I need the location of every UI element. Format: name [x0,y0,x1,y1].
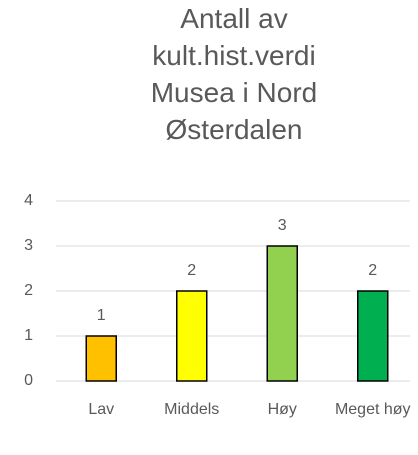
y-tick-label: 0 [24,372,33,389]
bar [266,245,298,382]
y-tick-label: 3 [24,237,33,254]
y-tick-label: 1 [24,327,33,344]
bar [85,335,117,382]
y-tick-label: 2 [24,282,33,299]
x-tick-label: Høy [267,401,297,418]
data-label: 1 [97,307,106,324]
y-tick-label: 4 [24,192,33,209]
data-label: 2 [368,262,377,279]
chart-title: Antall av kult.hist.verdi Musea i Nord Ø… [150,3,318,145]
data-label: 2 [187,262,196,279]
data-label: 3 [278,217,287,234]
bar [176,290,208,382]
x-tick-label: Lav [88,401,115,418]
bar [357,290,389,382]
x-tick-label: Middels [164,401,220,418]
x-tick-label: Meget høy [334,401,411,418]
